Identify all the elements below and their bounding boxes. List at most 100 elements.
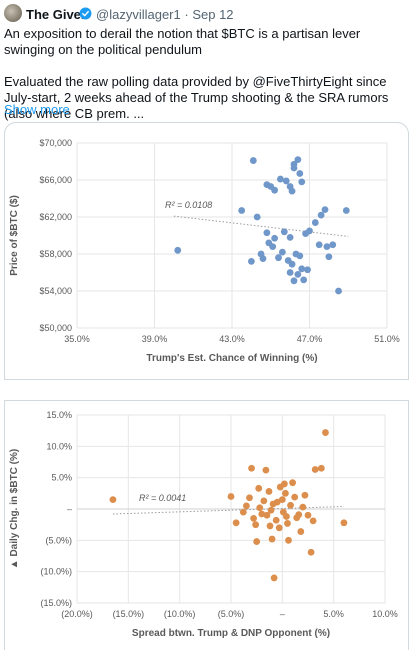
x-tick-label: 39.0% xyxy=(142,334,168,344)
data-point xyxy=(317,464,325,472)
data-point xyxy=(307,548,315,556)
data-point xyxy=(277,175,284,183)
data-point xyxy=(269,243,277,250)
scatter-chart-btc-vs-trump-odds: 35.0% 39.0% 43.0% 47.0% 51.0% $50,000 $54,000 $… xyxy=(9,138,400,364)
chart-image-1[interactable]: 35.0% 39.0% 43.0% 47.0% 51.0% $50,000 $54,000 $… xyxy=(4,122,409,380)
data-point xyxy=(265,488,273,495)
scatter-chart-btc-change-vs-spread: (20.0%) (15.0%) (10.0%) (5.0%) –5.0% 10.0%(15… xyxy=(9,410,398,639)
x-tick-label: – xyxy=(280,609,285,619)
data-point xyxy=(321,206,329,213)
data-point xyxy=(282,489,289,497)
data-point xyxy=(256,504,264,512)
data-point xyxy=(287,501,294,509)
y-tick-label: $54,000 xyxy=(39,286,72,296)
data-point xyxy=(296,170,304,177)
data-point xyxy=(290,164,298,172)
data-point xyxy=(335,287,342,295)
y-tick-label: $58,000 xyxy=(39,249,72,259)
data-point xyxy=(247,258,255,265)
data-point xyxy=(257,250,265,258)
data-point xyxy=(298,178,306,186)
y-tick-label: 10.0% xyxy=(46,441,72,451)
data-point xyxy=(322,429,329,436)
data-point xyxy=(295,511,303,519)
data-point xyxy=(283,513,290,520)
data-point xyxy=(304,266,311,274)
data-point xyxy=(238,207,246,214)
data-point xyxy=(282,177,290,185)
data-point xyxy=(288,260,296,268)
data-point xyxy=(304,511,312,519)
x-tick-label: 43.0% xyxy=(219,334,245,344)
data-point xyxy=(284,520,291,527)
tweet-body: An exposition to derail the notion that … xyxy=(4,26,408,122)
data-point xyxy=(301,491,309,499)
data-point xyxy=(294,156,302,164)
data-point xyxy=(275,254,282,262)
x-tick-label: 51.0% xyxy=(374,334,400,344)
y-tick-label: (5.0%) xyxy=(45,535,72,545)
data-point xyxy=(260,497,268,505)
data-point xyxy=(268,535,276,543)
data-point xyxy=(262,466,270,474)
data-point xyxy=(271,234,279,242)
data-point xyxy=(243,502,250,510)
data-point xyxy=(270,574,278,582)
show-more-link[interactable]: Show more xyxy=(4,102,70,117)
data-point xyxy=(300,276,308,284)
data-point xyxy=(290,277,298,285)
data-point xyxy=(272,516,280,524)
y-tick-label: – xyxy=(67,504,72,514)
x-axis-title: Trump's Est. Chance of Winning (%) xyxy=(146,353,317,364)
data-point xyxy=(311,219,319,226)
y-tick-label: $66,000 xyxy=(39,175,72,185)
data-point xyxy=(291,493,299,501)
y-tick-label: 5.0% xyxy=(51,473,72,483)
data-point xyxy=(317,211,325,219)
x-tick-label: (5.0%) xyxy=(218,609,245,619)
verified-badge-icon xyxy=(79,7,92,20)
author-name[interactable]: The Giver xyxy=(26,7,86,22)
y-tick-label: (10.0%) xyxy=(40,567,72,577)
data-point xyxy=(329,241,337,249)
data-point xyxy=(263,229,271,237)
data-point xyxy=(342,207,350,214)
y-tick-label: $70,000 xyxy=(39,138,72,148)
data-point xyxy=(325,253,333,261)
data-point xyxy=(298,265,306,273)
data-point xyxy=(315,241,323,249)
data-point xyxy=(309,517,317,525)
y-tick-label: $50,000 xyxy=(39,323,72,333)
data-point xyxy=(285,536,292,544)
handle-and-date: @lazyvillager1 · Sep 12 xyxy=(96,7,234,22)
data-point xyxy=(278,496,286,503)
data-point xyxy=(253,213,261,221)
data-point xyxy=(323,243,331,250)
x-tick-label: 35.0% xyxy=(64,334,90,344)
post-date[interactable]: Sep 12 xyxy=(192,7,234,22)
data-point xyxy=(252,521,260,529)
x-tick-label: 5.0% xyxy=(323,609,344,619)
data-point xyxy=(248,464,255,472)
data-point xyxy=(250,515,257,522)
data-point xyxy=(288,187,296,195)
y-tick-label: 15.0% xyxy=(46,410,72,420)
data-point xyxy=(255,484,263,492)
data-point xyxy=(286,269,294,276)
data-point xyxy=(253,538,261,545)
x-tick-label: 47.0% xyxy=(297,334,323,344)
data-point xyxy=(271,186,279,194)
x-tick-label: 10.0% xyxy=(372,609,398,619)
data-point xyxy=(340,519,348,527)
data-point xyxy=(280,480,288,488)
chart-image-2[interactable]: (20.0%) (15.0%) (10.0%) (5.0%) –5.0% 10.0% (15… xyxy=(4,400,409,650)
data-point xyxy=(289,479,296,487)
data-point xyxy=(296,252,304,260)
data-point xyxy=(275,524,283,532)
data-point xyxy=(280,228,288,236)
author-handle[interactable]: @lazyvillager1 xyxy=(96,7,181,22)
avatar[interactable] xyxy=(4,4,22,22)
data-point xyxy=(246,494,253,502)
y-tick-label: (15.0%) xyxy=(40,598,72,608)
trendline xyxy=(173,215,349,237)
